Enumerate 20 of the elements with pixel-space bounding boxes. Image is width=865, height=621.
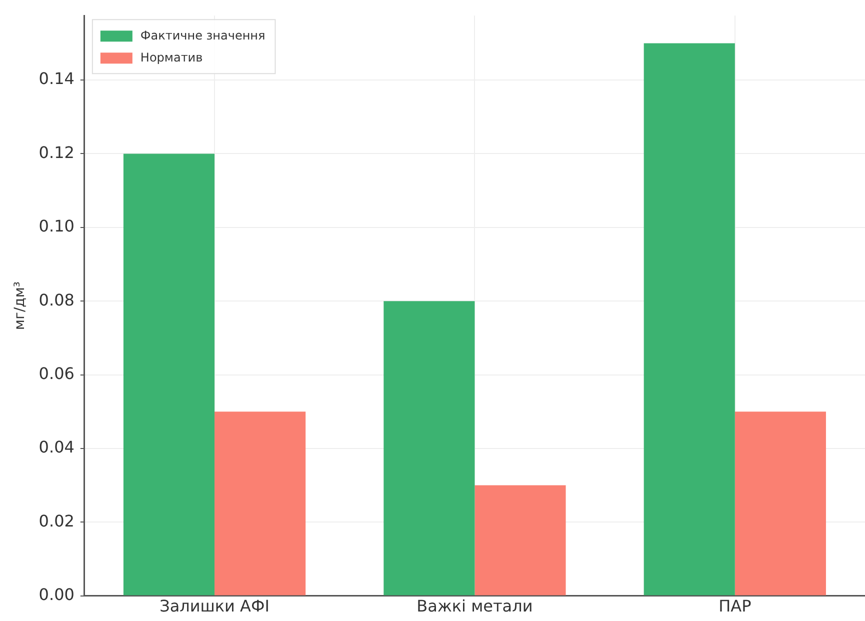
bar xyxy=(644,43,735,596)
bar xyxy=(384,301,475,596)
y-tick-label: 0.08 xyxy=(38,290,74,310)
x-tick-label: Важкі метали xyxy=(416,596,533,616)
y-tick-label: 0.00 xyxy=(38,584,74,604)
bar xyxy=(123,154,215,596)
y-tick-label: 0.04 xyxy=(38,438,74,457)
x-tick-label: ПАР xyxy=(718,596,752,616)
bar xyxy=(474,485,566,596)
bar xyxy=(214,412,306,596)
y-axis-title: мг/дм³ xyxy=(12,281,28,330)
x-tick-label: Залишки АФІ xyxy=(160,596,270,616)
legend-label: Норматив xyxy=(140,50,203,65)
y-tick-label: 0.06 xyxy=(38,364,74,383)
y-tick-label: 0.02 xyxy=(38,511,74,530)
legend-label: Фактичне значення xyxy=(140,28,266,43)
y-tick-label: 0.12 xyxy=(38,142,74,162)
bar xyxy=(734,412,826,596)
y-tick-label: 0.10 xyxy=(38,216,74,236)
y-tick-label: 0.14 xyxy=(38,69,74,88)
